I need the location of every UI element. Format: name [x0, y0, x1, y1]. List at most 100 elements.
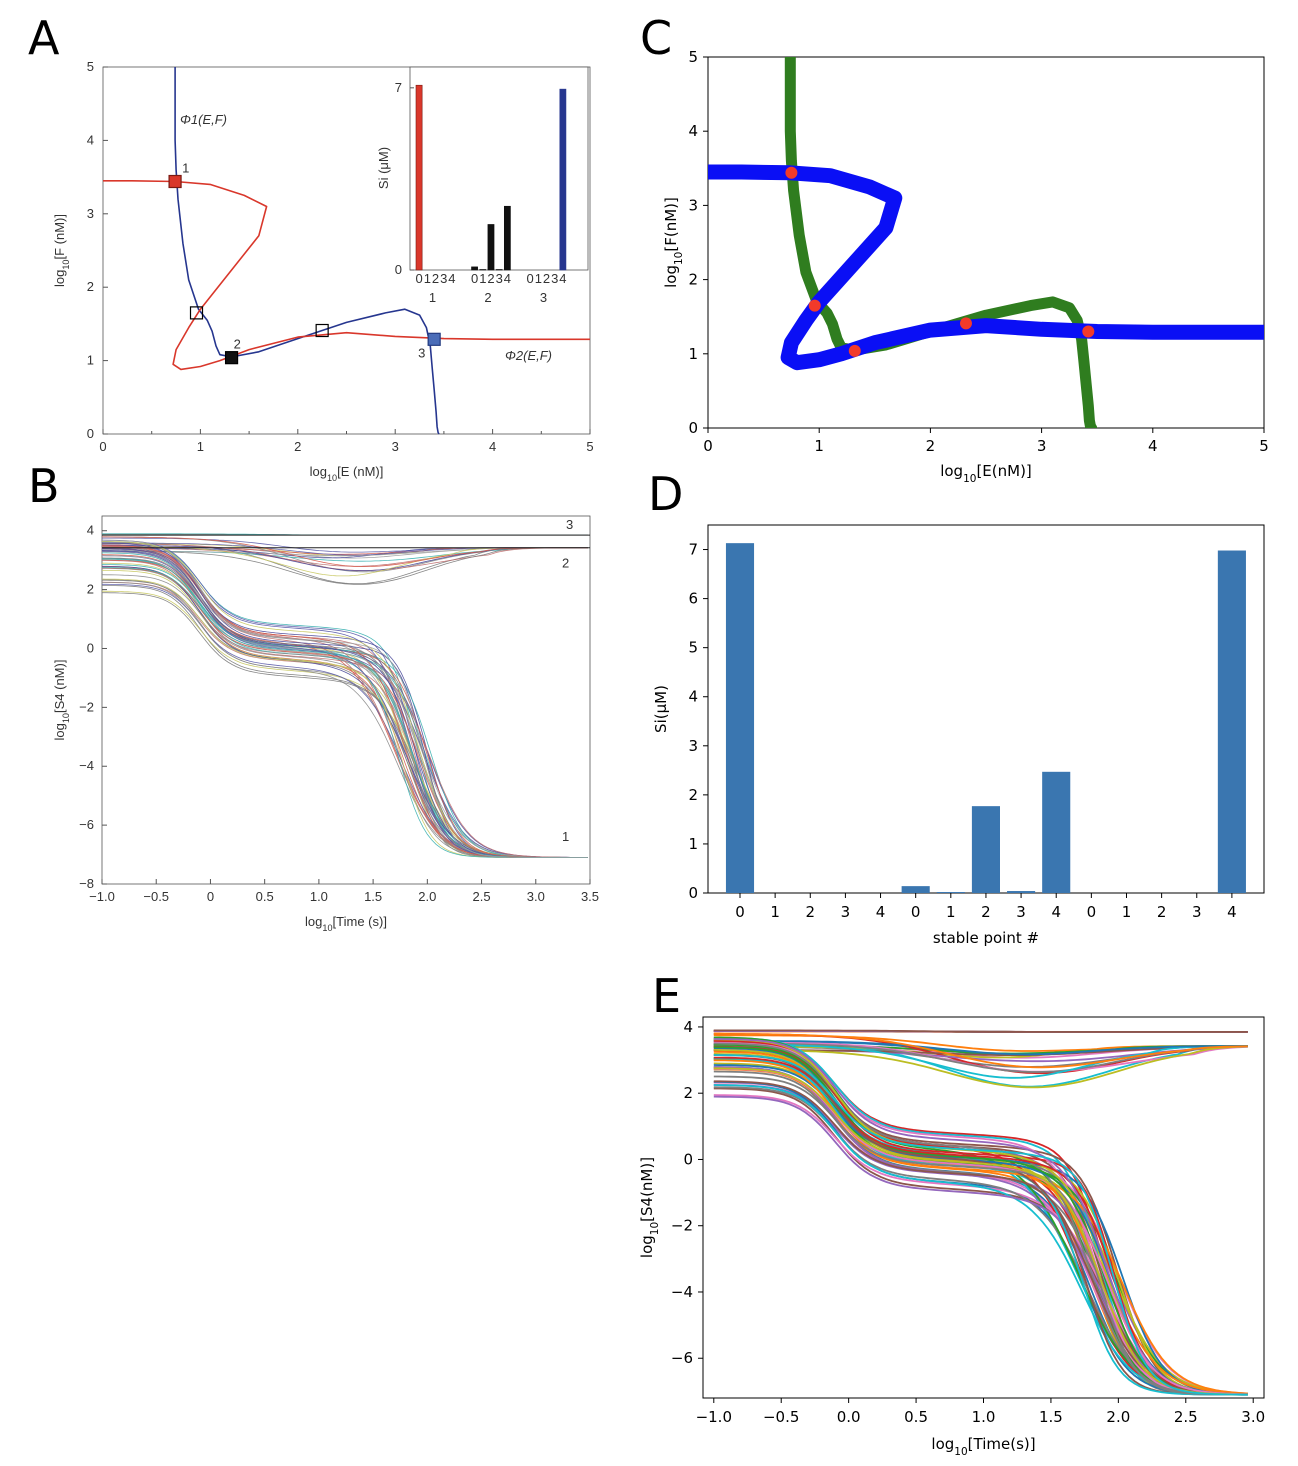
inset-x-tick-label: 2 — [487, 271, 494, 286]
x-tick-label: 1 — [197, 439, 204, 454]
x-tick-label: 2 — [294, 439, 301, 454]
fixed-point-label: 2 — [234, 337, 241, 352]
trajectory-line — [713, 1033, 1248, 1069]
intersection-point — [808, 299, 821, 312]
intersection-point — [959, 317, 972, 330]
panel-label-c: C — [640, 11, 672, 65]
y-axis-label: Si(μM) — [652, 685, 670, 733]
x-tick-label: 5 — [1259, 437, 1269, 455]
fixed-point-label: 1 — [182, 161, 189, 176]
trajectory-line — [102, 567, 588, 858]
x-tick-label: 4 — [1148, 437, 1158, 455]
trajectory-line — [102, 574, 588, 858]
y-tick-label: 5 — [688, 48, 698, 66]
y-tick-label: 1 — [688, 345, 698, 363]
trajectory-line — [102, 536, 588, 567]
trajectory-line — [102, 579, 588, 858]
bar — [901, 886, 930, 893]
x-tick-label: 2 — [926, 437, 936, 455]
x-tick-label: 0 — [735, 903, 745, 921]
trajectory-line — [102, 562, 588, 858]
y-tick-label: 0 — [683, 1150, 693, 1168]
trajectory-line — [102, 578, 588, 858]
y-tick-label: 0 — [688, 419, 698, 437]
fixed-point-marker — [315, 323, 329, 338]
y-tick-label: 3 — [688, 196, 698, 214]
trajectory-line — [102, 549, 588, 858]
trajectory-line — [713, 1039, 1248, 1056]
y-tick-label: 2 — [688, 786, 698, 804]
chart-d: 0 1 2 3 4 5 6 7 0 1 2 3 4 0 1 2 3 4 0 1 2 3 4 stable point # Si(… — [652, 524, 1265, 947]
trajectory-line — [102, 585, 588, 858]
x-tick-label: 2 — [981, 903, 991, 921]
trajectory-line — [713, 1042, 1248, 1396]
y-tick-label: −4 — [79, 758, 94, 773]
x-axis-label: log10[E (nM)] — [310, 464, 384, 483]
x-tick-label: 3 — [1037, 437, 1047, 455]
y-axis-label: log10[S4 (nM)] — [52, 660, 71, 741]
x-tick-label: 4 — [489, 439, 496, 454]
inset-x-tick-label: 0 — [526, 271, 533, 286]
x-tick-label: 2 — [1157, 903, 1167, 921]
bar — [971, 806, 1000, 893]
panel-label-d: D — [648, 467, 683, 521]
inset-x-tick-label: 2 — [432, 271, 439, 286]
x-tick-label: 1 — [770, 903, 780, 921]
y-tick-label: 3 — [688, 737, 698, 755]
x-tick-label: 2 — [805, 903, 815, 921]
y-tick-label: 5 — [688, 639, 698, 657]
inset-x-tick-label: 1 — [479, 271, 486, 286]
x-tick-label: 1 — [946, 903, 956, 921]
inset-x-tick-label: 4 — [559, 271, 566, 286]
y-tick-label: 2 — [87, 582, 94, 597]
x-tick-label: 0 — [1087, 903, 1097, 921]
inset-bar — [487, 224, 495, 271]
fixed-point-label: 3 — [418, 345, 425, 360]
trajectory-line — [102, 579, 588, 858]
bar — [725, 543, 755, 893]
y-tick-label: 4 — [87, 523, 94, 538]
fixed-point-marker — [427, 332, 441, 346]
y-tick-label: 2 — [683, 1084, 693, 1102]
inset-bar — [503, 205, 511, 271]
trajectory-line — [713, 1043, 1248, 1079]
chart-e: −1.0 −0.5 0.0 0.5 1.0 1.5 2.0 2.5 3.0 −6 −4 −2 0 2 4 lo… — [638, 1016, 1265, 1458]
fixed-point-marker — [168, 174, 182, 189]
x-axis-label: log10[E(nM)] — [940, 462, 1032, 485]
trajectory-line — [713, 1087, 1248, 1396]
trajectory-line — [102, 581, 588, 858]
intersection-point — [1082, 325, 1095, 338]
annotation-3: 3 — [566, 517, 573, 532]
series-label-phi1: Φ1(E,F) — [180, 112, 227, 127]
x-tick-label: 1.5 — [1039, 1408, 1063, 1426]
trajectory-line — [102, 567, 588, 858]
nullcline-1 — [708, 164, 1264, 371]
bar — [1217, 550, 1246, 893]
x-tick-label: 0 — [99, 439, 106, 454]
bar — [1007, 891, 1036, 893]
x-tick-label: 3.0 — [1241, 1408, 1265, 1426]
trajectory-line — [102, 559, 588, 858]
inset-x-tick-label: 3 — [496, 271, 503, 286]
x-tick-label: −1.0 — [89, 889, 115, 904]
trajectory-line — [102, 566, 588, 858]
trajectory-line — [102, 565, 588, 858]
x-tick-label: 2.0 — [1106, 1408, 1130, 1426]
x-tick-label: 4 — [876, 903, 886, 921]
x-tick-label: 3 — [392, 439, 399, 454]
trajectory-line — [102, 541, 588, 858]
trajectory-line — [102, 547, 588, 585]
annotation-1: 1 — [562, 829, 569, 844]
x-tick-label: 3 — [841, 903, 851, 921]
inset-x-tick-label: 3 — [551, 271, 558, 286]
trajectory-line — [102, 555, 588, 858]
x-tick-label: 0 — [207, 889, 214, 904]
y-tick-label: 4 — [688, 122, 698, 140]
inset-y-tick-label: 0 — [395, 262, 402, 277]
trajectory-line — [102, 557, 588, 858]
trajectory-line — [713, 1067, 1248, 1396]
y-tick-label: 4 — [683, 1018, 693, 1036]
chart-c: 0 1 2 3 4 5 0 1 2 3 4 5 log10[E(nM)] log10[F(nM)] — [662, 48, 1269, 485]
x-axis-label: log10[Time(s)] — [931, 1435, 1035, 1458]
